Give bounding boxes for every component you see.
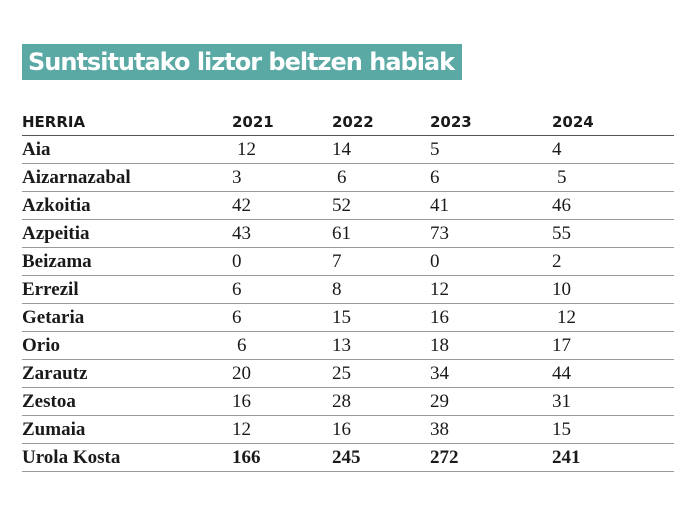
cell-2022: 8 [332,275,430,304]
table-row: Zarautz 20 25 34 44 [22,359,674,388]
row-name: Aia [22,135,232,164]
row-name: Orio [22,331,232,360]
row-name: Azpeitia [22,219,232,248]
cell-2021: 12 [232,135,332,164]
table-row: Getaria 6 15 16 12 [22,303,674,332]
cell-2022: 15 [332,303,430,332]
cell-2023: 41 [430,191,552,220]
cell-2021: 16 [232,387,332,416]
cell-2023: 18 [430,331,552,360]
cell-2023: 6 [430,163,552,192]
cell-2024: 4 [552,135,674,164]
cell-2024: 10 [552,275,674,304]
table-row: Aizarnazabal 3 6 6 5 [22,163,674,192]
cell-2023: 12 [430,275,552,304]
cell-2022: 6 [332,163,430,192]
row-name: Zestoa [22,387,232,416]
row-name: Aizarnazabal [22,163,232,192]
cell-2023: 73 [430,219,552,248]
header-2023: 2023 [430,108,552,136]
row-name: Errezil [22,275,232,304]
table-row: Aia 12 14 5 4 [22,135,674,164]
table-row: Azkoitia 42 52 41 46 [22,191,674,220]
cell-2022: 28 [332,387,430,416]
table-row: Orio 6 13 18 17 [22,331,674,360]
total-name: Urola Kosta [22,443,232,472]
header-2024: 2024 [552,108,674,136]
cell-2021: 43 [232,219,332,248]
data-table: HERRIA 2021 2022 2023 2024 Aia 12 14 5 4… [22,108,674,472]
cell-2023: 34 [430,359,552,388]
cell-2021: 0 [232,247,332,276]
row-name: Getaria [22,303,232,332]
cell-2024: 44 [552,359,674,388]
title-banner: Suntsitutako liztor beltzen habiak [22,44,463,80]
cell-2024: 2 [552,247,674,276]
cell-2024: 31 [552,387,674,416]
cell-2021: 20 [232,359,332,388]
header-2022: 2022 [332,108,430,136]
total-2024: 241 [552,443,674,472]
cell-2021: 3 [232,163,332,192]
header-2021: 2021 [232,108,332,136]
cell-2023: 0 [430,247,552,276]
cell-2023: 5 [430,135,552,164]
cell-2023: 29 [430,387,552,416]
row-name: Beizama [22,247,232,276]
row-name: Zarautz [22,359,232,388]
cell-2021: 6 [232,275,332,304]
table-row: Azpeitia 43 61 73 55 [22,219,674,248]
cell-2024: 15 [552,415,674,444]
cell-2022: 16 [332,415,430,444]
page-title: Suntsitutako liztor beltzen habiak [28,48,455,76]
cell-2023: 38 [430,415,552,444]
table-row: Beizama 0 7 0 2 [22,247,674,276]
cell-2022: 52 [332,191,430,220]
total-2023: 272 [430,443,552,472]
total-2021: 166 [232,443,332,472]
header-herria: HERRIA [22,108,232,136]
table-row: Errezil 6 8 12 10 [22,275,674,304]
cell-2022: 61 [332,219,430,248]
cell-2024: 46 [552,191,674,220]
cell-2022: 13 [332,331,430,360]
cell-2024: 17 [552,331,674,360]
cell-2021: 12 [232,415,332,444]
row-name: Azkoitia [22,191,232,220]
cell-2022: 14 [332,135,430,164]
cell-2022: 7 [332,247,430,276]
cell-2023: 16 [430,303,552,332]
total-row: Urola Kosta 166 245 272 241 [22,443,674,472]
cell-2021: 42 [232,191,332,220]
cell-2024: 12 [552,303,674,332]
row-name: Zumaia [22,415,232,444]
cell-2022: 25 [332,359,430,388]
header-row: HERRIA 2021 2022 2023 2024 [22,108,674,136]
cell-2021: 6 [232,331,332,360]
cell-2021: 6 [232,303,332,332]
table-row: Zestoa 16 28 29 31 [22,387,674,416]
cell-2024: 5 [552,163,674,192]
cell-2024: 55 [552,219,674,248]
total-2022: 245 [332,443,430,472]
table-row: Zumaia 12 16 38 15 [22,415,674,444]
